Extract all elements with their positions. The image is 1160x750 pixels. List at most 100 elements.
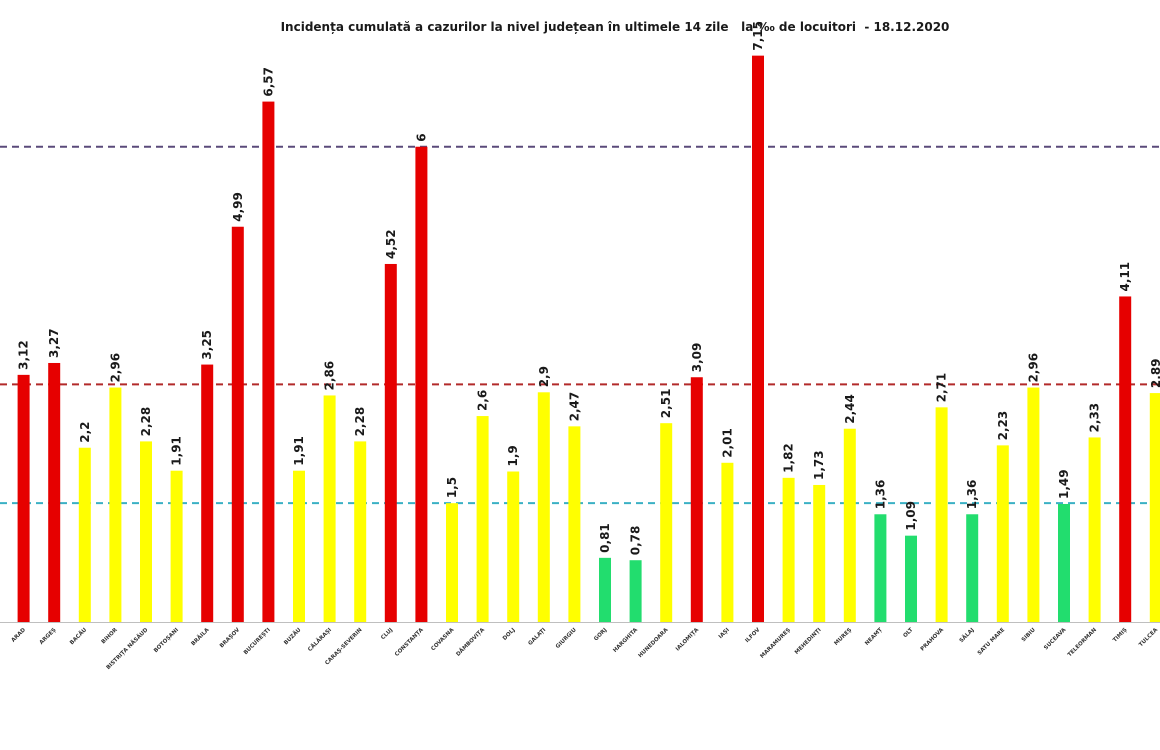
data-label: 2,44 bbox=[843, 394, 857, 424]
bar bbox=[507, 471, 520, 622]
data-label: 2,51 bbox=[659, 389, 673, 419]
bar bbox=[415, 146, 428, 622]
bar bbox=[476, 416, 489, 622]
category-label: NEAMȚ bbox=[864, 627, 884, 647]
category-label: BRĂILA bbox=[190, 626, 211, 647]
bar bbox=[48, 362, 61, 622]
data-label: 2,2 bbox=[78, 421, 92, 442]
bar bbox=[813, 484, 826, 622]
data-label: 1,09 bbox=[904, 501, 918, 531]
category-label: TULCEA bbox=[1138, 627, 1160, 649]
bar bbox=[1119, 296, 1132, 622]
category-label: CLUJ bbox=[380, 627, 394, 641]
data-label: 1,5 bbox=[445, 477, 459, 498]
category-label: BACĂU bbox=[68, 626, 88, 646]
data-label: 3,12 bbox=[17, 340, 31, 370]
bar bbox=[568, 426, 581, 622]
data-label: 2,47 bbox=[567, 392, 581, 422]
category-label: HARGHITA bbox=[612, 627, 639, 654]
bar bbox=[660, 423, 673, 622]
category-label: BRAȘOV bbox=[219, 627, 242, 650]
category-label: BOTOȘANI bbox=[153, 627, 180, 654]
bar bbox=[690, 377, 703, 622]
category-label: SUCEAVA bbox=[1043, 627, 1068, 652]
data-label: 1,9 bbox=[506, 445, 520, 466]
bar bbox=[1149, 393, 1160, 622]
data-label: 6,57 bbox=[261, 67, 275, 97]
category-label: IALOMIȚA bbox=[675, 627, 701, 653]
category-label: BUCUREȘTI bbox=[243, 627, 272, 656]
data-label: 2,01 bbox=[720, 428, 734, 458]
category-label: MARAMUREȘ bbox=[759, 627, 792, 660]
data-label: 2,6 bbox=[476, 390, 490, 411]
bar bbox=[537, 392, 550, 622]
bar bbox=[782, 477, 795, 622]
bar bbox=[231, 226, 244, 622]
data-label: 4,52 bbox=[384, 229, 398, 259]
bar bbox=[78, 447, 91, 622]
category-label: SĂLAJ bbox=[958, 626, 976, 644]
bar bbox=[323, 395, 336, 622]
bar bbox=[446, 503, 458, 622]
data-label: 2,28 bbox=[139, 407, 153, 437]
data-label: 0,81 bbox=[598, 523, 612, 553]
bar bbox=[293, 470, 305, 622]
category-label: SIBIU bbox=[1021, 627, 1037, 643]
category-label: GIURGIU bbox=[555, 627, 578, 650]
data-label: 3,09 bbox=[690, 343, 704, 373]
category-label: COVASNA bbox=[430, 627, 456, 653]
chart-title: Incidența cumulată a cazurilor la nivel … bbox=[280, 20, 950, 34]
category-label: BIHOR bbox=[101, 627, 120, 646]
data-label: 1,49 bbox=[1057, 469, 1071, 499]
data-label: 1,91 bbox=[292, 436, 306, 466]
bar bbox=[721, 462, 734, 622]
category-label: DOLJ bbox=[502, 627, 517, 642]
data-label: 1,36 bbox=[873, 480, 887, 510]
bar bbox=[966, 514, 979, 622]
data-label: 2,96 bbox=[108, 353, 122, 383]
bar bbox=[996, 445, 1009, 622]
bar bbox=[140, 441, 152, 622]
bar bbox=[874, 514, 887, 622]
data-label: 2,89 bbox=[1149, 358, 1160, 388]
bar bbox=[1027, 387, 1040, 622]
bar bbox=[599, 557, 611, 622]
category-label: ARAD bbox=[11, 627, 28, 644]
category-label: IAȘI bbox=[718, 627, 731, 640]
data-label: 7,15 bbox=[751, 21, 765, 51]
bar bbox=[1058, 503, 1070, 622]
category-label: CĂLĂRAȘI bbox=[306, 626, 333, 653]
data-label: 2,33 bbox=[1088, 403, 1102, 433]
data-label: 4,99 bbox=[231, 192, 245, 222]
bar bbox=[1088, 437, 1101, 622]
data-label: 1,73 bbox=[812, 450, 826, 480]
data-label: 2,28 bbox=[353, 407, 367, 437]
data-label: 1,82 bbox=[782, 443, 796, 473]
bar bbox=[629, 560, 642, 622]
data-label: 0,78 bbox=[629, 526, 643, 556]
category-label: HUNEDOARA bbox=[638, 627, 671, 660]
bar bbox=[752, 55, 764, 623]
category-label: ARGEȘ bbox=[39, 627, 58, 646]
bar bbox=[109, 387, 122, 622]
bar bbox=[935, 407, 948, 622]
data-label: 4,11 bbox=[1118, 262, 1132, 292]
x-axis: ALBAARADARGEȘBACĂUBIHORBISTRIȚA NĂSĂUDBO… bbox=[0, 622, 1160, 671]
data-label: 3,27 bbox=[47, 328, 61, 358]
bars: 2,943,123,272,22,962,281,913,254,996,571… bbox=[17, 21, 1160, 623]
data-label: 2,96 bbox=[1026, 353, 1040, 383]
data-label: 2,86 bbox=[323, 361, 337, 391]
category-label: BUZĂU bbox=[282, 626, 302, 646]
category-label: CONSTANȚA bbox=[394, 627, 425, 658]
data-label: 2,71 bbox=[935, 373, 949, 403]
category-label: GORJ bbox=[593, 627, 608, 642]
bar bbox=[905, 535, 917, 622]
data-label: 2,9 bbox=[537, 366, 551, 387]
category-label: TIMIȘ bbox=[1112, 627, 1128, 643]
data-label: 6 bbox=[414, 133, 428, 141]
data-label: 3,25 bbox=[200, 330, 214, 360]
bar bbox=[384, 263, 397, 622]
category-label: TELEORMAN bbox=[1067, 627, 1098, 658]
